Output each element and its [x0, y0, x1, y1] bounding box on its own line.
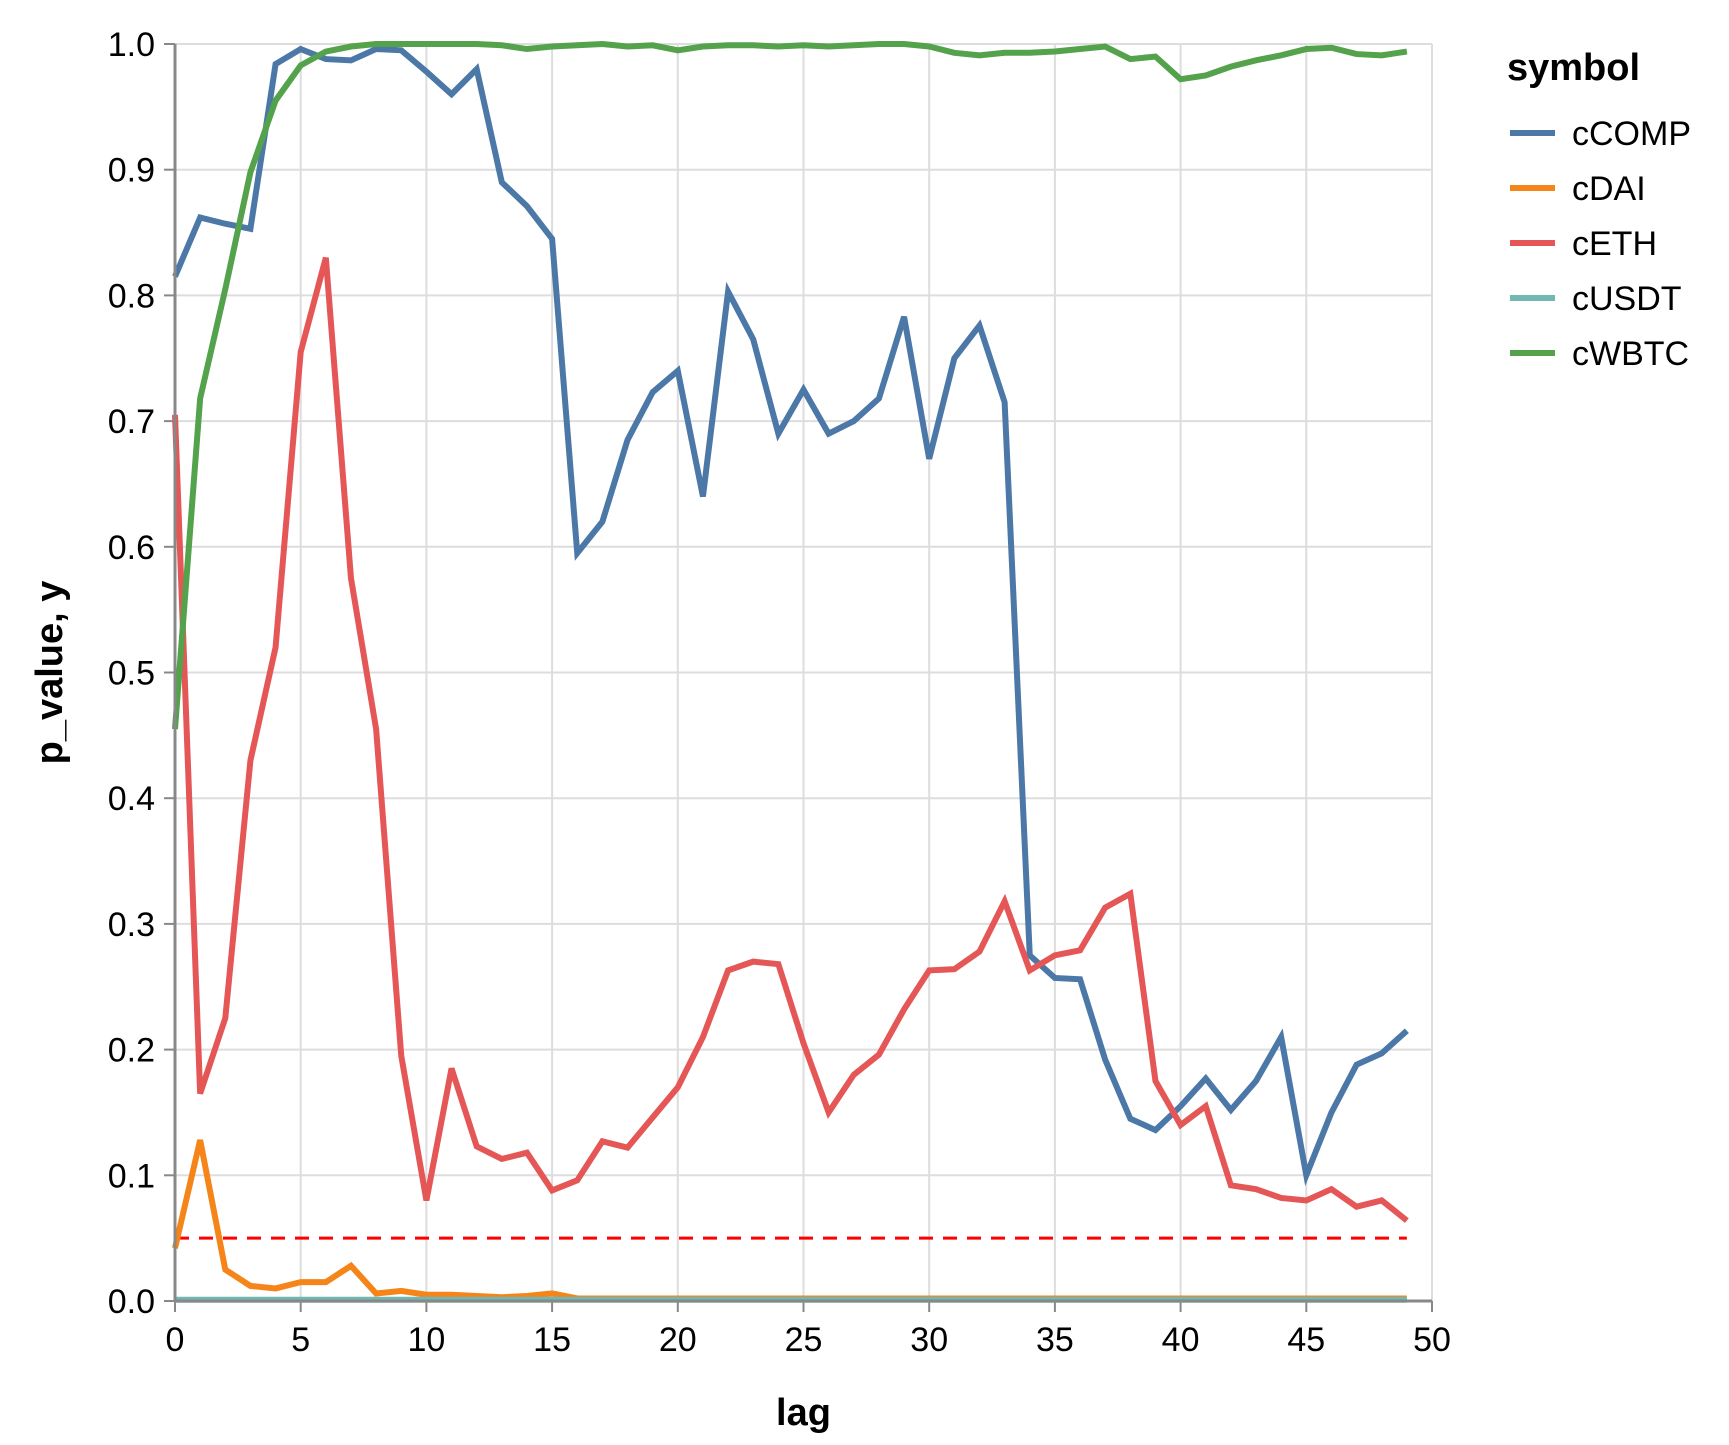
x-tick-label: 30 — [910, 1321, 948, 1359]
x-axis-ticks: 0 5 10 15 20 25 30 35 40 45 50 — [166, 1301, 1451, 1359]
legend-item-cusdt: cUSDT — [1510, 280, 1682, 318]
legend-item-cwbtc: cWBTC — [1510, 335, 1689, 373]
x-tick-label: 15 — [533, 1321, 571, 1359]
x-tick-label: 5 — [291, 1321, 310, 1359]
grid — [174, 43, 1433, 1302]
x-tick-label: 45 — [1287, 1321, 1325, 1359]
legend-label: cDAI — [1572, 170, 1646, 208]
legend-label: cWBTC — [1572, 335, 1689, 373]
x-tick-label: 20 — [659, 1321, 697, 1359]
x-tick-label: 35 — [1036, 1321, 1074, 1359]
series-line-cwbtc — [172, 40, 1408, 730]
legend-label: cUSDT — [1572, 280, 1682, 318]
y-tick-label: 1.0 — [108, 26, 155, 64]
legend-item-ccomp: cCOMP — [1510, 115, 1691, 153]
legend-label: cCOMP — [1572, 115, 1691, 153]
series-line-ceth — [172, 256, 1409, 1223]
y-tick-label: 0.3 — [108, 906, 155, 944]
y-tick-label: 0.9 — [108, 152, 155, 190]
legend-title: symbol — [1507, 47, 1640, 89]
legend-item-ceth: cETH — [1510, 225, 1657, 263]
x-tick-label: 25 — [785, 1321, 823, 1359]
y-tick-label: 0.8 — [108, 277, 155, 315]
y-tick-label: 0.7 — [108, 403, 155, 441]
series-line-ccomp — [172, 45, 1409, 1187]
x-tick-label: 0 — [166, 1321, 185, 1359]
x-tick-label: 10 — [407, 1321, 445, 1359]
y-tick-label: 0.4 — [108, 780, 155, 818]
y-tick-label: 0.5 — [108, 655, 155, 693]
x-axis-title: lag — [776, 1392, 831, 1434]
y-axis-title: p_value, y — [29, 581, 71, 765]
x-tick-label: 50 — [1413, 1321, 1451, 1359]
x-tick-label: 40 — [1162, 1321, 1200, 1359]
legend-label: cETH — [1572, 225, 1657, 263]
y-tick-label: 0.2 — [108, 1032, 155, 1070]
legend: symbol cCOMP cDAI cETH cUSDT cWBTC — [1507, 47, 1691, 373]
y-tick-label: 0.1 — [108, 1157, 155, 1195]
y-axis-ticks: 0.0 0.1 0.2 0.3 0.4 0.5 0.6 0.7 0.8 0.9 1.0 — [108, 26, 175, 1321]
y-tick-label: 0.0 — [108, 1283, 155, 1321]
y-tick-label: 0.6 — [108, 529, 155, 567]
legend-item-cdai: cDAI — [1510, 170, 1646, 208]
